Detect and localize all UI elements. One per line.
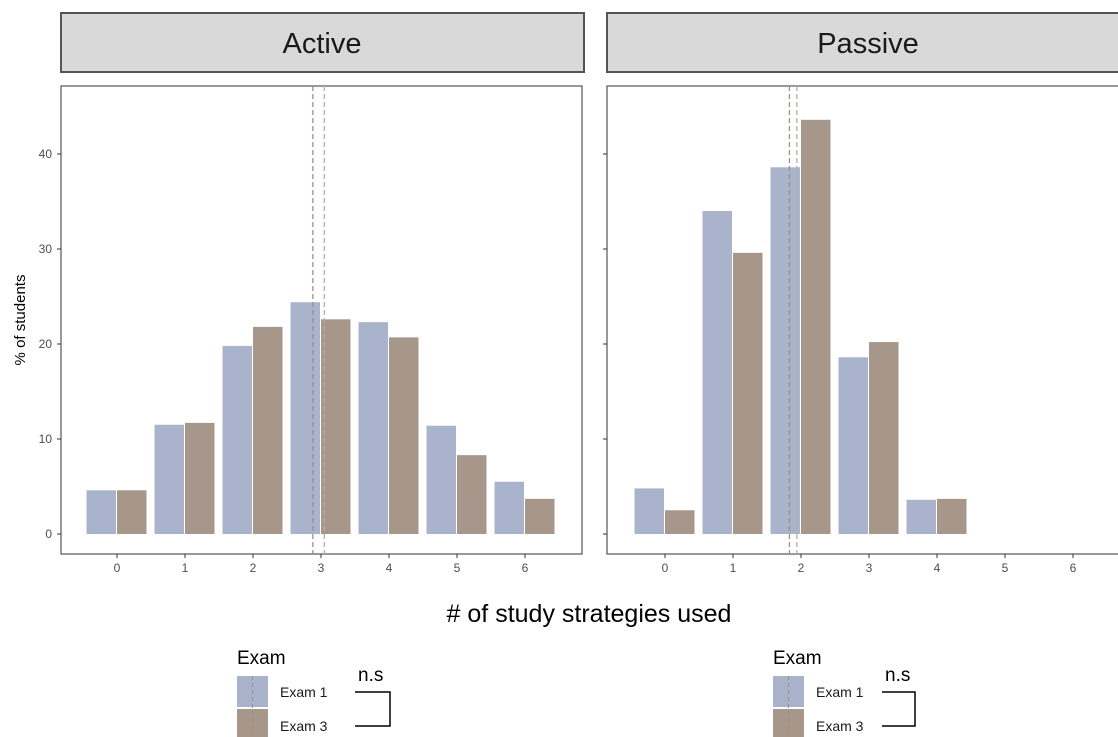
- panel-passive-marks: [634, 86, 967, 554]
- legend-active: Exam Exam 1 Exam 3 n.s: [237, 648, 391, 737]
- bar-active-exam3-3: [321, 319, 351, 534]
- bar-passive-exam1-3: [838, 357, 868, 534]
- legend-passive: Exam Exam 1 Exam 3 n.s: [773, 648, 916, 737]
- legend-passive-label-exam1: Exam 1: [816, 684, 864, 700]
- bar-active-exam1-1: [154, 424, 184, 534]
- bar-active-exam3-2: [253, 326, 283, 534]
- bar-active-exam1-0: [86, 490, 116, 534]
- x-tick-label-active-0: 0: [114, 561, 121, 575]
- x-tick-label-passive-4: 4: [934, 561, 941, 575]
- x-tick-label-active-6: 6: [522, 561, 529, 575]
- strip-active-label: Active: [283, 28, 362, 60]
- bar-passive-exam3-0: [665, 510, 695, 534]
- y-tick-label-0: 0: [45, 527, 52, 541]
- bar-active-exam1-5: [426, 425, 456, 534]
- bar-active-exam1-2: [222, 345, 252, 534]
- y-tick-label-30: 30: [39, 242, 53, 256]
- legend-passive-label-exam3: Exam 3: [816, 718, 864, 734]
- x-tick-label-active-1: 1: [182, 561, 189, 575]
- x-tick-label-passive-3: 3: [866, 561, 873, 575]
- legend-active-ns-bracket: [355, 691, 391, 727]
- bar-passive-exam1-1: [702, 211, 732, 534]
- x-tick-label-active-2: 2: [250, 561, 257, 575]
- bar-active-exam1-6: [494, 481, 524, 534]
- bar-active-exam1-4: [358, 322, 388, 534]
- legend-passive-ns-bracket: [882, 691, 916, 727]
- bar-active-exam3-1: [185, 422, 215, 534]
- bar-active-exam3-5: [457, 455, 487, 534]
- x-tick-label-passive-0: 0: [662, 561, 669, 575]
- x-tick-label-active-4: 4: [386, 561, 393, 575]
- x-tick-label-passive-5: 5: [1002, 561, 1009, 575]
- x-axis-passive: 0 1 2 3 4 5 6: [603, 153, 1077, 575]
- strip-passive-bg: [606, 12, 1118, 73]
- y-axis: 0 10 20 30 40: [39, 147, 61, 541]
- strip-passive-label: Passive: [817, 28, 919, 60]
- x-tick-label-passive-2: 2: [798, 561, 805, 575]
- bar-passive-exam1-0: [634, 488, 664, 534]
- strip-passive: Passive: [606, 12, 1118, 73]
- bar-passive-exam3-3: [869, 342, 899, 534]
- bar-active-exam3-4: [389, 337, 419, 534]
- y-tick-label-10: 10: [39, 432, 53, 446]
- y-axis-title: % of students: [12, 275, 29, 366]
- bar-active-exam3-0: [117, 490, 147, 534]
- x-tick-label-active-5: 5: [454, 561, 461, 575]
- x-axis-title: # of study strategies used: [447, 600, 732, 628]
- legend-active-title: Exam: [237, 648, 286, 669]
- legend-active-label-exam1: Exam 1: [280, 684, 328, 700]
- bar-passive-exam3-4: [937, 498, 967, 534]
- y-tick-label-40: 40: [39, 147, 53, 161]
- x-axis-active: 0 1 2 3 4 5 6: [114, 554, 529, 575]
- bar-passive-exam1-2: [770, 167, 800, 535]
- x-tick-label-active-3: 3: [318, 561, 325, 575]
- bar-passive-exam3-1: [733, 252, 763, 535]
- y-tick-label-20: 20: [39, 337, 53, 351]
- bar-passive-exam3-2: [801, 119, 831, 535]
- x-tick-label-passive-6: 6: [1070, 561, 1077, 575]
- x-tick-label-passive-1: 1: [730, 561, 737, 575]
- legend-passive-ns-label: n.s: [885, 665, 910, 686]
- bar-active-exam1-3: [290, 302, 320, 534]
- legend-active-ns-label: n.s: [358, 665, 383, 686]
- strip-active: Active: [60, 12, 585, 73]
- legend-active-label-exam3: Exam 3: [280, 718, 328, 734]
- bar-passive-exam1-4: [906, 499, 936, 534]
- bar-active-exam3-6: [525, 498, 555, 534]
- strip-active-bg: [60, 12, 585, 73]
- panel-active-marks: [86, 86, 555, 554]
- legend-passive-title: Exam: [773, 648, 822, 669]
